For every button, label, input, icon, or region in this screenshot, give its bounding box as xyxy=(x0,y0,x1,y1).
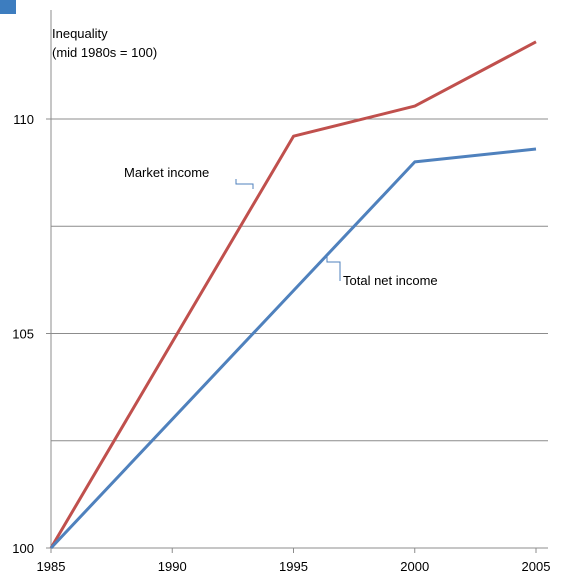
y-tick-label-110: 110 xyxy=(13,112,34,127)
series-lines xyxy=(49,40,537,550)
axes xyxy=(46,10,548,553)
x-tick-label-1985: 1985 xyxy=(37,559,66,574)
series-line-market-income xyxy=(49,40,537,549)
series-line-total-net-income xyxy=(49,147,537,550)
y-tick-label-105: 105 xyxy=(12,327,34,342)
x-tick-label-1990: 1990 xyxy=(158,559,187,574)
y-tick-label-100: 100 xyxy=(12,541,34,556)
annotation-label-1: Total net income xyxy=(343,273,438,288)
chart-title-line-2: (mid 1980s = 100) xyxy=(52,45,157,60)
annotation-leader-0 xyxy=(235,179,254,189)
x-tick-label-1995: 1995 xyxy=(279,559,308,574)
tick-labels: 100 105 110 1985 1990 1995 2000 2005 xyxy=(12,112,550,574)
annotations: Market income Total net income xyxy=(124,165,438,288)
annotation-label-0: Market income xyxy=(124,165,209,180)
x-tick-label-2000: 2000 xyxy=(400,559,429,574)
corner-marker xyxy=(0,0,16,14)
x-tick-label-2005: 2005 xyxy=(522,559,551,574)
chart-title-line-1: Inequality xyxy=(52,26,108,41)
gridlines xyxy=(51,118,548,442)
annotation-leader-1 xyxy=(326,255,341,281)
